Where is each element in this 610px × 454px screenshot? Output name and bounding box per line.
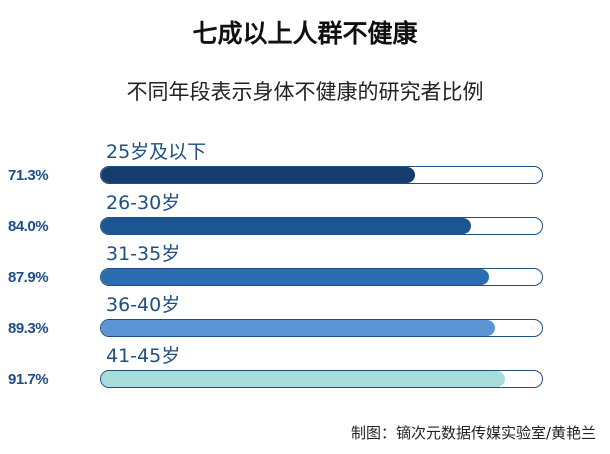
chart-credit: 制图：镝次元数据传媒实验室/黄艳兰 bbox=[350, 424, 596, 442]
value-label: 84.0% bbox=[8, 218, 49, 235]
value-label: 89.3% bbox=[8, 320, 49, 337]
category-label: 25岁及以下 bbox=[106, 141, 207, 163]
bar bbox=[101, 218, 472, 234]
bar-track bbox=[100, 166, 543, 184]
category-label: 31-35岁 bbox=[106, 243, 181, 265]
value-label: 71.3% bbox=[8, 167, 49, 184]
value-label: 91.7% bbox=[8, 371, 49, 388]
value-label: 87.9% bbox=[8, 269, 49, 286]
bar-track bbox=[100, 319, 543, 337]
bar-track bbox=[100, 217, 543, 235]
category-label: 36-40岁 bbox=[106, 294, 181, 316]
bar bbox=[101, 320, 495, 336]
bar bbox=[101, 167, 416, 183]
bar bbox=[101, 269, 489, 285]
chart-subtitle: 不同年段表示身体不健康的研究者比例 bbox=[126, 80, 484, 104]
bar bbox=[101, 371, 506, 387]
bar-track bbox=[100, 370, 543, 388]
category-label: 41-45岁 bbox=[106, 345, 181, 367]
bar-track bbox=[100, 268, 543, 286]
chart-title: 七成以上人群不健康 bbox=[192, 19, 418, 48]
category-label: 26-30岁 bbox=[106, 192, 181, 214]
